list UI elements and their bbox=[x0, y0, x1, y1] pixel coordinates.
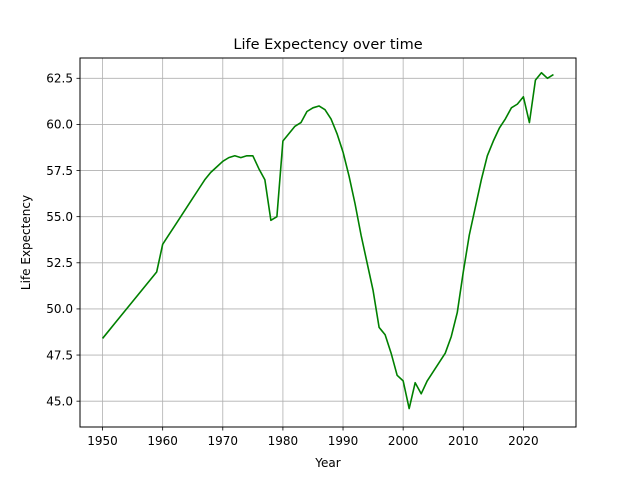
plot-frame bbox=[79, 57, 577, 428]
x-tick-label: 2020 bbox=[508, 434, 539, 448]
series-layer bbox=[101, 71, 554, 410]
y-tick-label: 50.0 bbox=[46, 302, 73, 316]
x-tick-label: 2010 bbox=[448, 434, 479, 448]
x-tick-label: 1980 bbox=[268, 434, 299, 448]
y-axis-label: Life Expectency bbox=[19, 195, 33, 290]
y-tick-label: 62.5 bbox=[46, 72, 73, 86]
x-axis-label: Year bbox=[314, 456, 340, 470]
y-tick-label: 57.5 bbox=[46, 164, 73, 178]
x-tick-label: 1970 bbox=[208, 434, 239, 448]
chart-title: Life Expectency over time bbox=[233, 37, 422, 53]
x-tick-label: 1950 bbox=[87, 434, 118, 448]
grid bbox=[80, 58, 576, 427]
x-tick-label: 2000 bbox=[388, 434, 419, 448]
y-axis-ticks: 45.0 47.5 50.0 52.5 55.0 57.5 60.0 62.5 bbox=[46, 72, 80, 408]
y-tick-label: 47.5 bbox=[46, 348, 73, 362]
y-tick-label: 52.5 bbox=[46, 256, 73, 270]
x-tick-label: 1960 bbox=[147, 434, 178, 448]
y-tick-label: 55.0 bbox=[46, 210, 73, 224]
x-tick-label: 1990 bbox=[328, 434, 359, 448]
series-line bbox=[101, 71, 554, 410]
y-tick-label: 60.0 bbox=[46, 118, 73, 132]
y-tick-label: 45.0 bbox=[46, 394, 73, 408]
x-axis-ticks: 1950 1960 1970 1980 1990 2000 2010 2020 bbox=[87, 427, 539, 448]
